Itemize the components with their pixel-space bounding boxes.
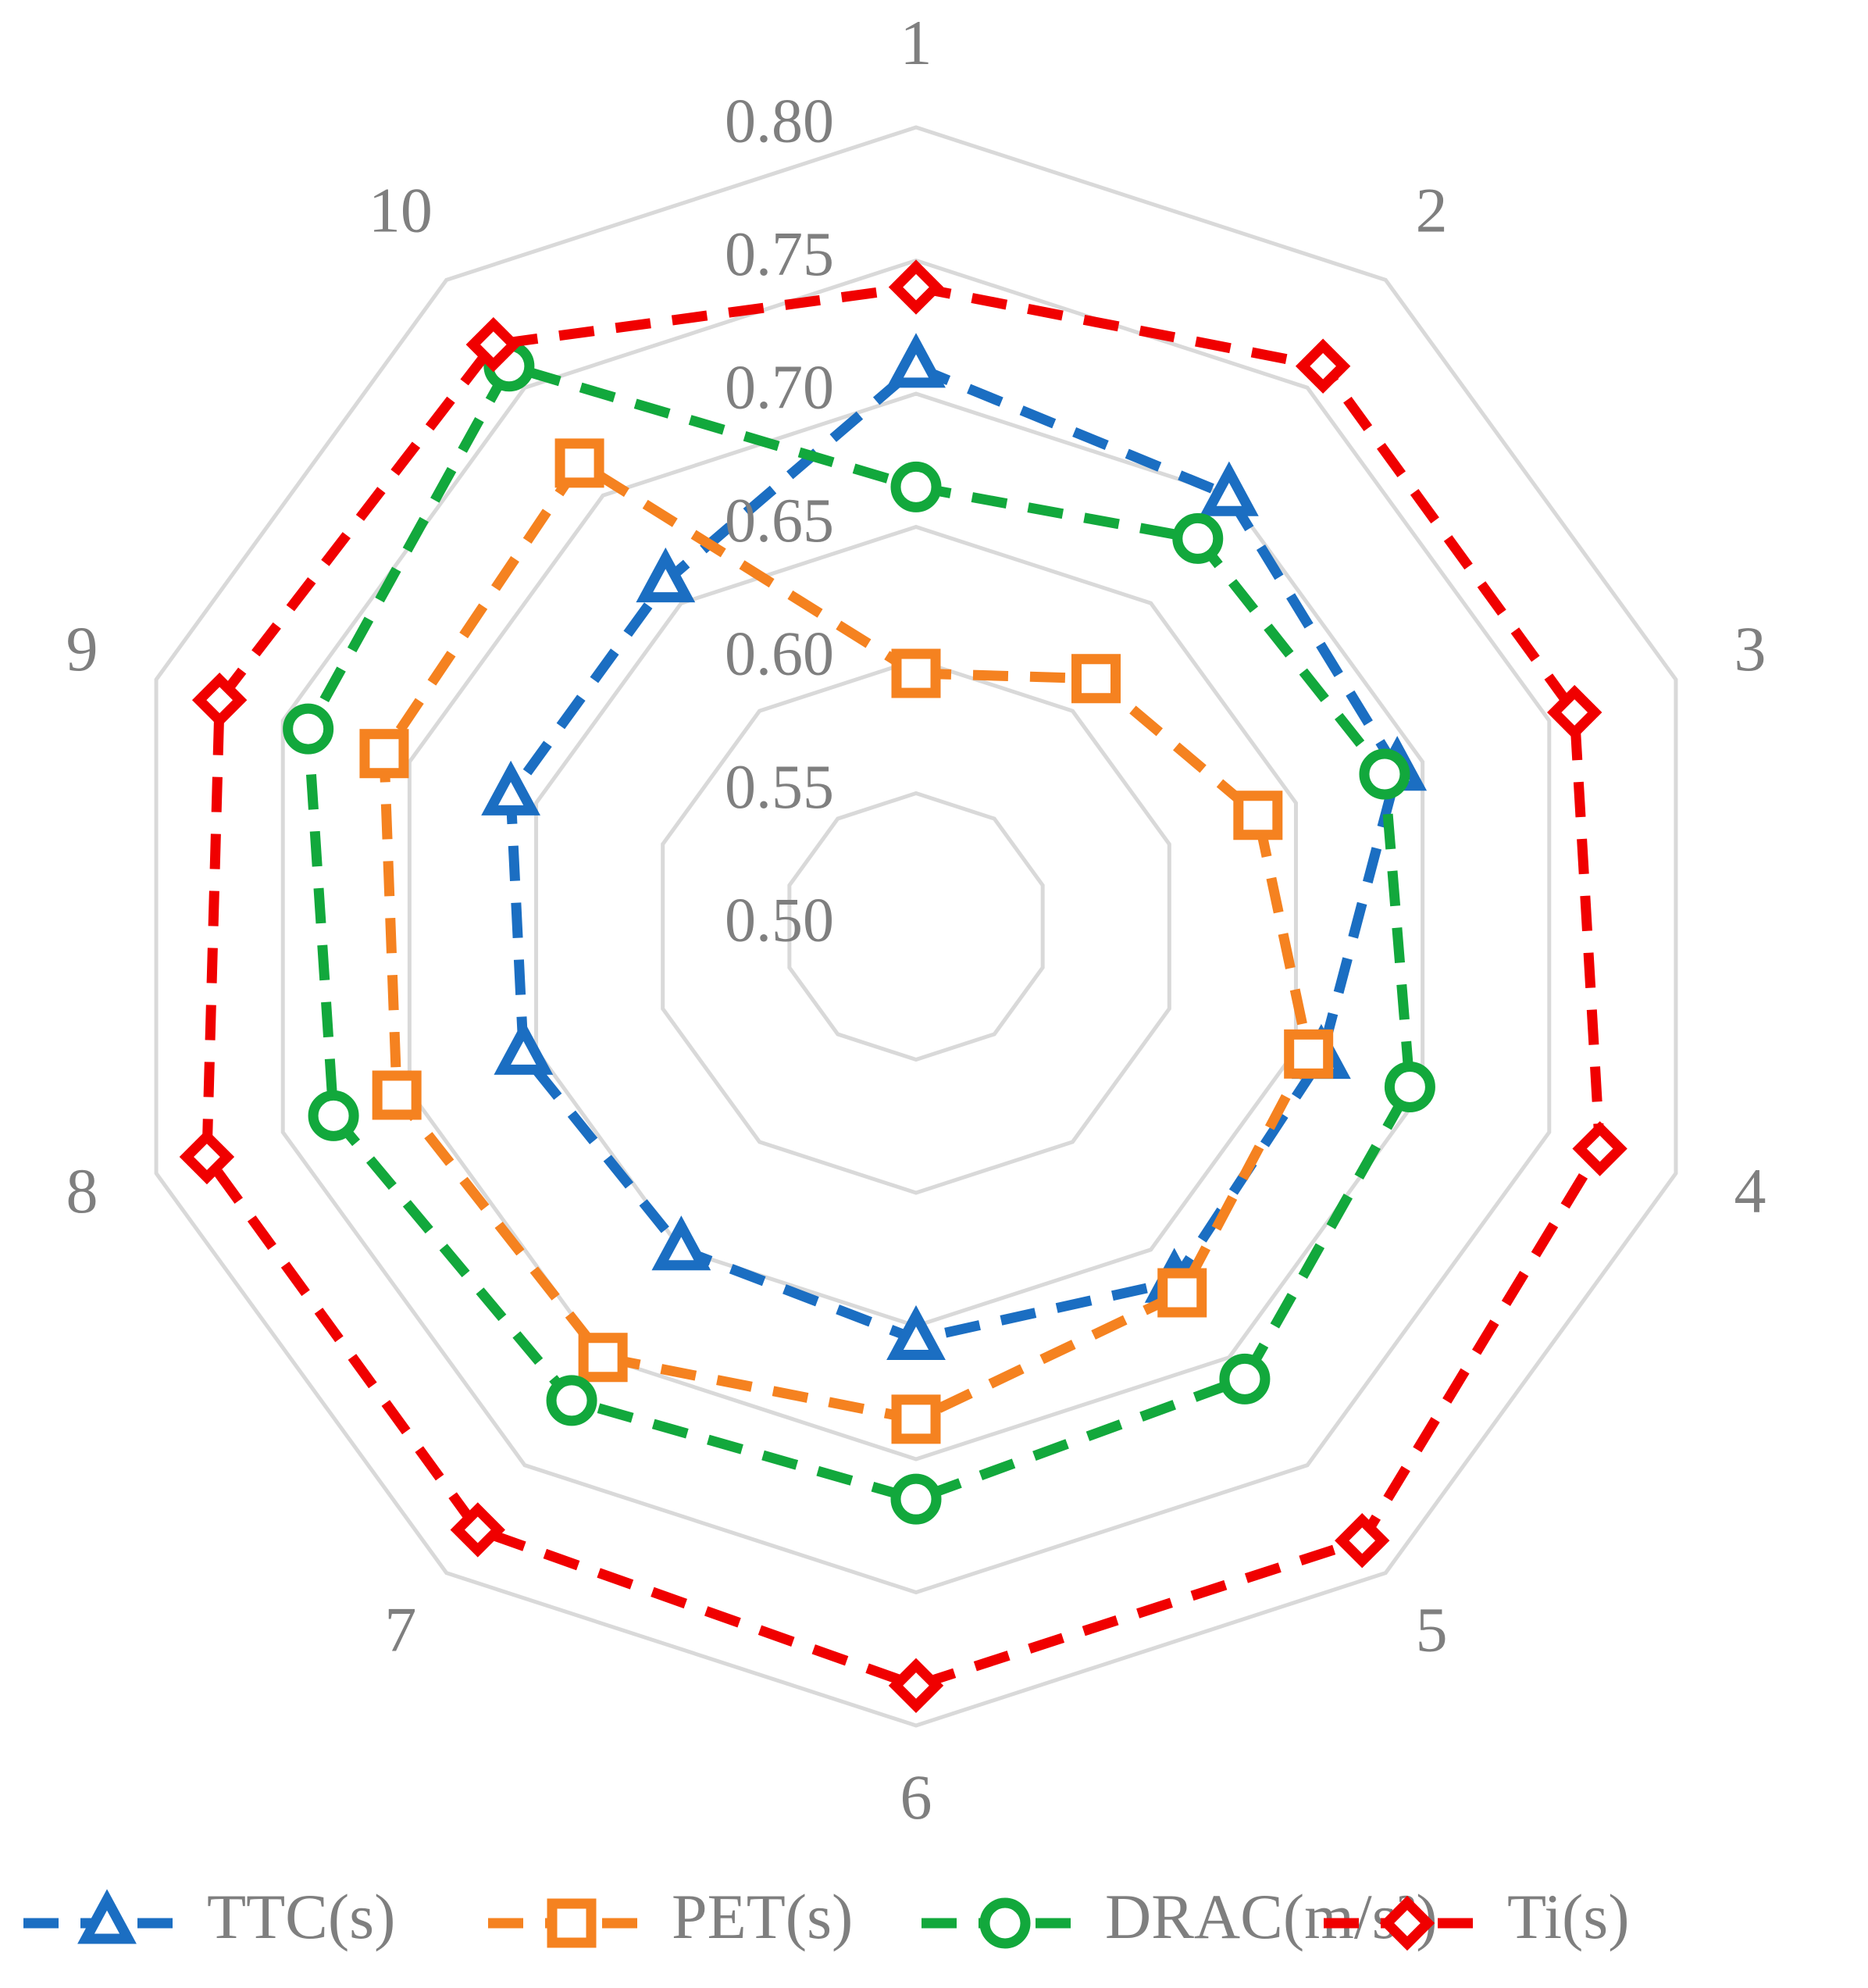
marker: [77, 1889, 137, 1944]
marker: [465, 316, 522, 373]
tick-label: 0.60: [725, 619, 834, 688]
marker: [372, 1070, 422, 1120]
marker: [191, 673, 248, 728]
series-line: [303, 360, 1416, 1504]
marker: [554, 438, 604, 488]
marker: [547, 1898, 597, 1948]
tick-label: 0.65: [725, 487, 834, 555]
grid-ring: [661, 658, 1171, 1195]
legend-item: Ti(s): [1324, 1881, 1630, 1952]
category-label: 2: [1416, 174, 1448, 245]
grid-ring: [787, 791, 1045, 1062]
category-label: 8: [66, 1155, 98, 1226]
category-label: 3: [1734, 613, 1766, 684]
marker: [1219, 1353, 1271, 1404]
marker: [578, 1333, 628, 1383]
category-label: 9: [66, 613, 98, 684]
legend-label: TTC(s): [207, 1881, 395, 1952]
category-label: 4: [1734, 1155, 1766, 1226]
tick-label: 0.50: [725, 886, 834, 955]
marker: [1199, 461, 1259, 516]
marker: [979, 1897, 1031, 1949]
category-label: 5: [1416, 1594, 1448, 1665]
grid-ring: [154, 125, 1678, 1728]
tick-label: 0.55: [725, 753, 834, 822]
marker: [1384, 1061, 1435, 1112]
marker: [891, 1394, 941, 1444]
marker: [481, 760, 541, 816]
tick-label: 0.80: [725, 87, 834, 155]
marker: [1359, 748, 1410, 800]
tick-label: 0.70: [725, 353, 834, 422]
legend-item: DRAC(m/s²): [922, 1881, 1438, 1952]
marker: [1233, 791, 1283, 841]
legend-item: TTC(s): [23, 1881, 395, 1952]
marker: [1379, 1895, 1435, 1951]
marker: [890, 461, 942, 512]
marker: [888, 1658, 944, 1714]
marker: [888, 259, 944, 315]
marker: [494, 1019, 554, 1075]
marker: [890, 1473, 942, 1525]
grid-ring: [407, 391, 1425, 1462]
category-label: 1: [900, 7, 932, 78]
category-label: 10: [369, 174, 433, 245]
marker: [546, 1375, 597, 1426]
legend-label: PET(s): [672, 1881, 853, 1952]
legend-label: DRAC(m/s²): [1105, 1881, 1438, 1952]
category-label: 7: [384, 1594, 416, 1665]
marker: [179, 1129, 235, 1185]
marker: [1071, 654, 1121, 704]
marker: [359, 729, 409, 779]
marker: [636, 547, 696, 603]
marker: [1284, 1029, 1334, 1079]
legend-label: Ti(s): [1507, 1881, 1630, 1952]
marker: [1295, 338, 1351, 394]
marker: [651, 1215, 711, 1271]
marker: [283, 703, 334, 755]
category-label: 6: [900, 1761, 932, 1833]
series-line: [201, 282, 1606, 1691]
marker: [1157, 1268, 1207, 1318]
marker: [886, 333, 946, 388]
legend-item: PET(s): [488, 1881, 853, 1952]
marker: [1547, 684, 1602, 741]
marker: [891, 648, 941, 698]
marker: [1572, 1121, 1627, 1176]
marker: [308, 1090, 359, 1141]
marker: [1335, 1513, 1390, 1569]
tick-label: 0.75: [725, 220, 834, 289]
marker: [450, 1502, 505, 1558]
grid-ring: [280, 258, 1552, 1595]
marker: [1172, 512, 1224, 564]
marker: [886, 1305, 946, 1361]
